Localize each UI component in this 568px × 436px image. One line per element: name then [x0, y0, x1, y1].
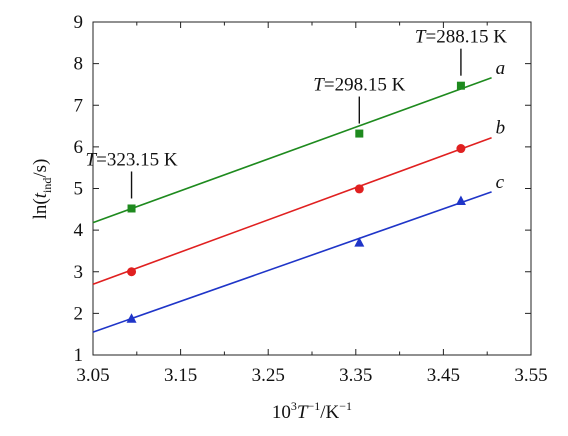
series-c-label: c: [496, 172, 505, 193]
series-b-point: [127, 267, 137, 277]
series-c-point: [126, 313, 137, 323]
y-tick-label: 9: [74, 12, 84, 33]
tick-labels: 3.05 3.15 3.25 3.35 3.45 3.55 1 2 3 4 5 6 7 8 9: [74, 12, 548, 386]
data-points: [126, 81, 466, 323]
series-a-point: [456, 81, 465, 90]
x-tick-label: 3.55: [514, 365, 547, 386]
y-tick-label: 8: [74, 54, 84, 75]
x-tick-label: 3.05: [76, 365, 109, 386]
annotation-label: T=298.15 K: [313, 75, 405, 96]
x-tick-label: 3.35: [339, 365, 372, 386]
series-b-point: [456, 144, 466, 154]
series-a-label: a: [496, 58, 506, 79]
series-labels: a b c: [496, 58, 506, 193]
y-tick-label: 1: [74, 345, 84, 366]
x-tick-label: 3.25: [252, 365, 285, 386]
series-a-point: [127, 204, 136, 213]
series-c-point: [455, 195, 466, 205]
y-tick-label: 4: [74, 220, 84, 241]
temperature-annotations: T=323.15 K T=298.15 K T=288.15 K: [86, 27, 507, 199]
plot-area-frame: [92, 21, 532, 356]
series-b-label: b: [496, 118, 506, 139]
series-a-point: [355, 129, 364, 138]
annotation-label: T=288.15 K: [415, 27, 507, 48]
y-tick-label: 2: [74, 303, 84, 324]
x-tick-label: 3.45: [427, 365, 460, 386]
series-c-point: [354, 237, 365, 247]
fit-lines: [92, 77, 492, 333]
y-tick-label: 6: [74, 137, 84, 158]
y-tick-label: 5: [74, 179, 84, 200]
series-a-fit-line: [92, 77, 492, 224]
x-axis-label: 103T−1/K−1: [272, 399, 352, 423]
x-tick-label: 3.15: [164, 365, 197, 386]
series-b-fit-line: [92, 136, 492, 285]
y-axis-label: ln(tind/s): [30, 159, 54, 220]
y-tick-label: 7: [74, 95, 84, 116]
y-tick-label: 3: [74, 262, 84, 283]
axis-ticks: [92, 21, 532, 356]
annotation-label: T=323.15 K: [86, 149, 178, 170]
series-c-fit-line: [92, 191, 492, 333]
series-b-point: [354, 184, 364, 194]
